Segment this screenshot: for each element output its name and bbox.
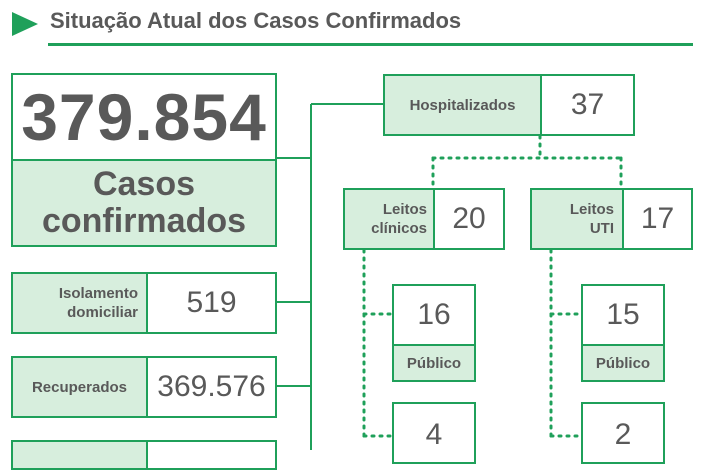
connector-lines xyxy=(277,103,623,450)
recovered-label: Recuperados xyxy=(11,356,148,418)
icu-public-value: 15 xyxy=(581,284,665,346)
icu-beds-label: Leitos UTI xyxy=(530,188,624,250)
icu-beds-value: 17 xyxy=(622,188,693,250)
recovered-value: 369.576 xyxy=(146,356,277,418)
hospitalized-label: Hospitalizados xyxy=(383,74,542,136)
clinical-beds-value: 20 xyxy=(433,188,505,250)
icu-public-label: Público xyxy=(581,344,665,382)
title-marker-icon xyxy=(12,12,38,36)
page-title: Situação Atual dos Casos Confirmados xyxy=(50,8,462,33)
confirmed-label: Casos confirmados xyxy=(11,159,277,247)
title-underline xyxy=(48,43,693,46)
home-isolation-label: Isolamento domiciliar xyxy=(11,272,148,334)
clinical-beds-label: Leitos clínicos xyxy=(343,188,435,250)
clinical-public-label: Público xyxy=(392,344,476,382)
home-isolation-value: 519 xyxy=(146,272,277,334)
clinical-private-value: 4 xyxy=(392,402,476,464)
cut-off-row-label xyxy=(11,440,148,470)
cut-off-row-value xyxy=(146,440,277,470)
clinical-public-value: 16 xyxy=(392,284,476,346)
hospitalized-value: 37 xyxy=(540,74,635,136)
icu-private-value: 2 xyxy=(581,402,665,464)
confirmed-value: 379.854 xyxy=(11,73,277,161)
